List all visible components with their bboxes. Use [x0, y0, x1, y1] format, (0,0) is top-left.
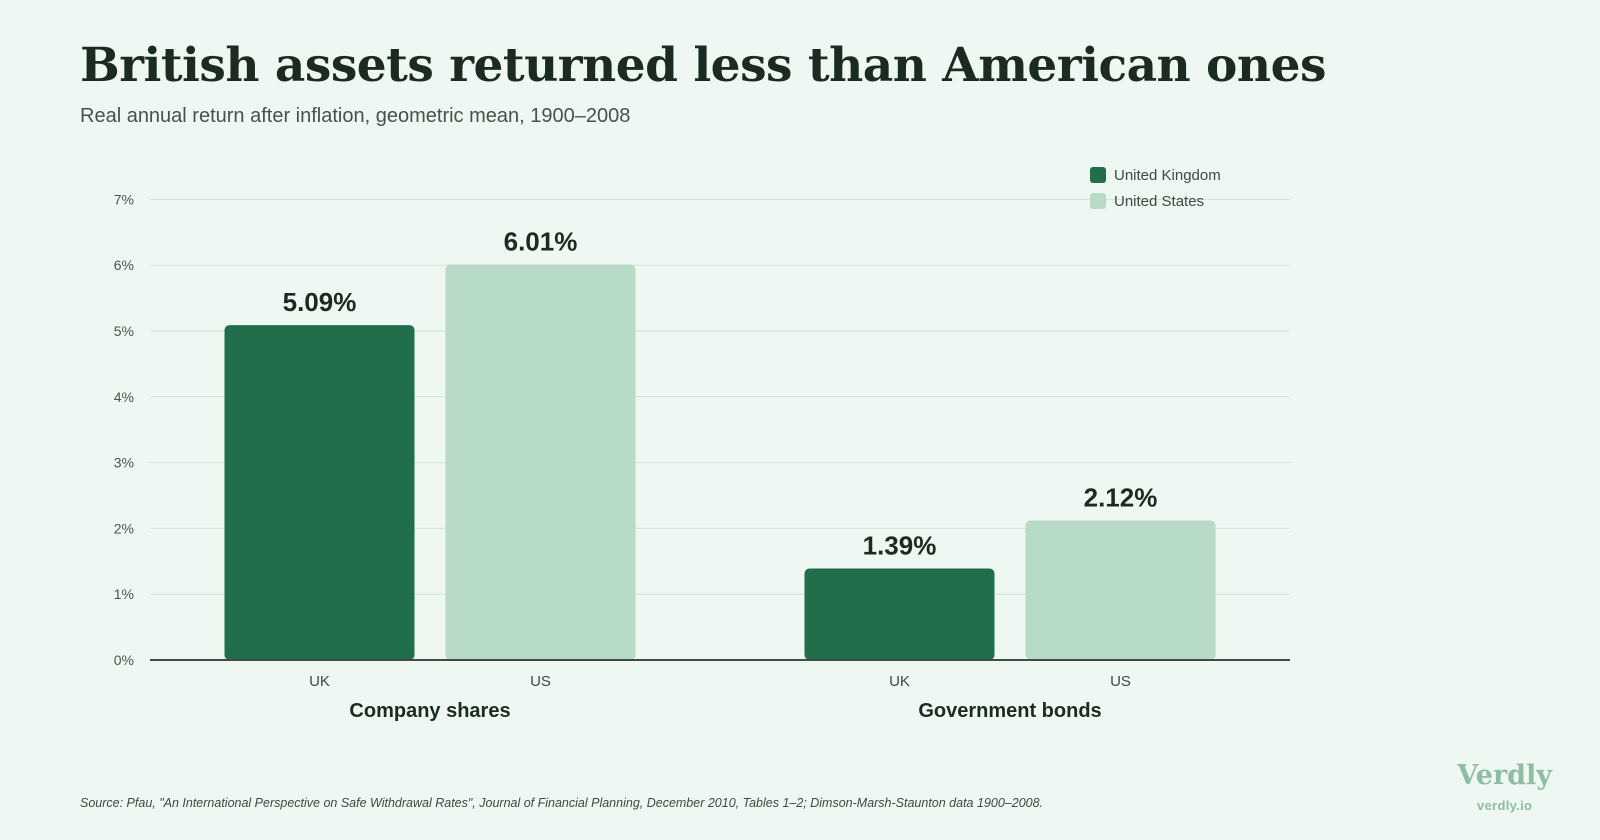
x-tick-label: UK	[309, 673, 330, 690]
bar-united-kingdom	[804, 568, 995, 660]
legend-item-united-states: United States	[1090, 188, 1221, 214]
y-tick-label: 7%	[114, 191, 134, 207]
brand-name: Verdly	[1457, 760, 1552, 791]
group-label: Government bonds	[918, 700, 1101, 722]
chart-subtitle: Real annual return after inflation, geom…	[80, 105, 631, 127]
x-tick-label: US	[1110, 673, 1131, 690]
brand-logo[interactable]: Verdly verdly.io	[1457, 762, 1552, 813]
y-tick-label: 3%	[114, 455, 134, 471]
bar-chart: 0% 1% 2% 3% 4% 5% 6% 7% 5.09% UK 6.01% US Company sh…	[114, 191, 1290, 722]
bar-united-kingdom	[224, 325, 415, 660]
legend-label-united-states: United States	[1114, 192, 1205, 210]
y-tick-label: 5%	[114, 323, 134, 339]
value-label: 1.39%	[863, 531, 937, 561]
y-tick-label: 6%	[114, 257, 134, 273]
value-label: 6.01%	[504, 227, 578, 257]
x-tick-label: UK	[889, 673, 910, 690]
value-label: 5.09%	[283, 287, 357, 317]
brand-url[interactable]: verdly.io	[1477, 798, 1533, 813]
y-tick-label: 2%	[114, 520, 134, 536]
legend-item-united-kingdom: United Kingdom	[1090, 162, 1221, 188]
y-tick-label: 1%	[114, 586, 134, 602]
chart-legend: United Kingdom United States	[1090, 162, 1221, 214]
bar-united-states	[1025, 520, 1216, 660]
chart-title: British assets returned less than Americ…	[80, 38, 1326, 93]
y-tick-label: 0%	[114, 652, 134, 668]
legend-swatch-united-kingdom	[1090, 167, 1106, 183]
value-label: 2.12%	[1084, 483, 1158, 513]
legend-swatch-united-states	[1090, 193, 1106, 209]
y-tick-label: 4%	[114, 389, 134, 405]
x-tick-label: US	[530, 673, 551, 690]
bar-united-states	[445, 264, 636, 660]
source-footnote: Source: Pfau, "An International Perspect…	[80, 796, 1044, 810]
legend-label-united-kingdom: United Kingdom	[1114, 166, 1221, 184]
group-label: Company shares	[349, 700, 510, 722]
